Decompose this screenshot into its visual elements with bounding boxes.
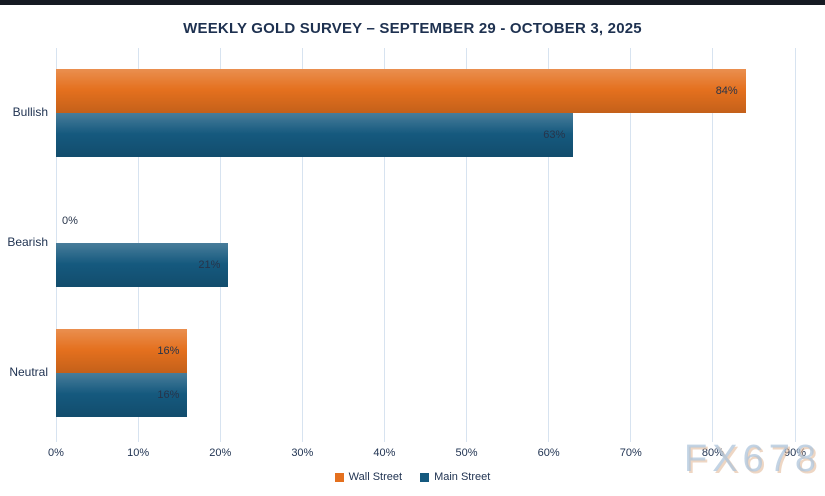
x-axis-tick-label: 90% xyxy=(783,447,807,459)
bar-value-label: 0% xyxy=(62,215,78,227)
legend-item-main-street: Main Street xyxy=(420,471,490,483)
legend-label: Wall Street xyxy=(348,471,403,483)
chart-legend: Wall Street Main Street xyxy=(0,471,825,483)
gridline xyxy=(630,48,632,442)
x-axis-tick-label: 30% xyxy=(291,447,314,459)
gridline xyxy=(383,48,385,442)
x-axis-tick-label: 20% xyxy=(209,447,232,459)
bar-main-street-bearish xyxy=(56,243,229,287)
bar-value-label: 63% xyxy=(543,129,566,141)
category-label-bullish: Bullish xyxy=(12,105,48,119)
gridline xyxy=(466,48,468,442)
bar-wall-street-neutral xyxy=(56,329,188,373)
legend-swatch-icon xyxy=(334,472,344,482)
bar-value-label: 16% xyxy=(157,389,180,401)
chart-title: WEEKLY GOLD SURVEY – SEPTEMBER 29 - OCTO… xyxy=(183,20,642,37)
x-axis-tick-label: 60% xyxy=(537,447,560,459)
bar-wall-street-bullish xyxy=(56,69,746,113)
bar-value-label: 21% xyxy=(198,259,221,271)
x-axis-tick-label: 50% xyxy=(455,447,478,459)
gridline xyxy=(301,48,303,442)
gridline xyxy=(794,48,796,442)
x-axis-tick-label: 0% xyxy=(48,447,64,459)
x-axis-tick-label: 80% xyxy=(701,447,724,459)
bar-main-street-bullish xyxy=(56,113,574,157)
legend-item-wall-street: Wall Street xyxy=(334,471,403,483)
category-label-bearish: Bearish xyxy=(7,235,48,249)
legend-label: Main Street xyxy=(434,471,491,483)
legend-swatch-icon xyxy=(420,472,430,482)
top-accent-bar xyxy=(0,0,825,5)
category-label-neutral: Neutral xyxy=(9,365,48,379)
x-axis-tick-label: 70% xyxy=(619,447,642,459)
bar-value-label: 16% xyxy=(157,345,180,357)
x-axis-tick-label: 10% xyxy=(127,447,150,459)
x-axis-tick-label: 40% xyxy=(373,447,396,459)
bar-main-street-neutral xyxy=(56,373,188,417)
bar-value-label: 84% xyxy=(715,85,738,97)
gridline xyxy=(548,48,550,442)
gridline xyxy=(712,48,714,442)
